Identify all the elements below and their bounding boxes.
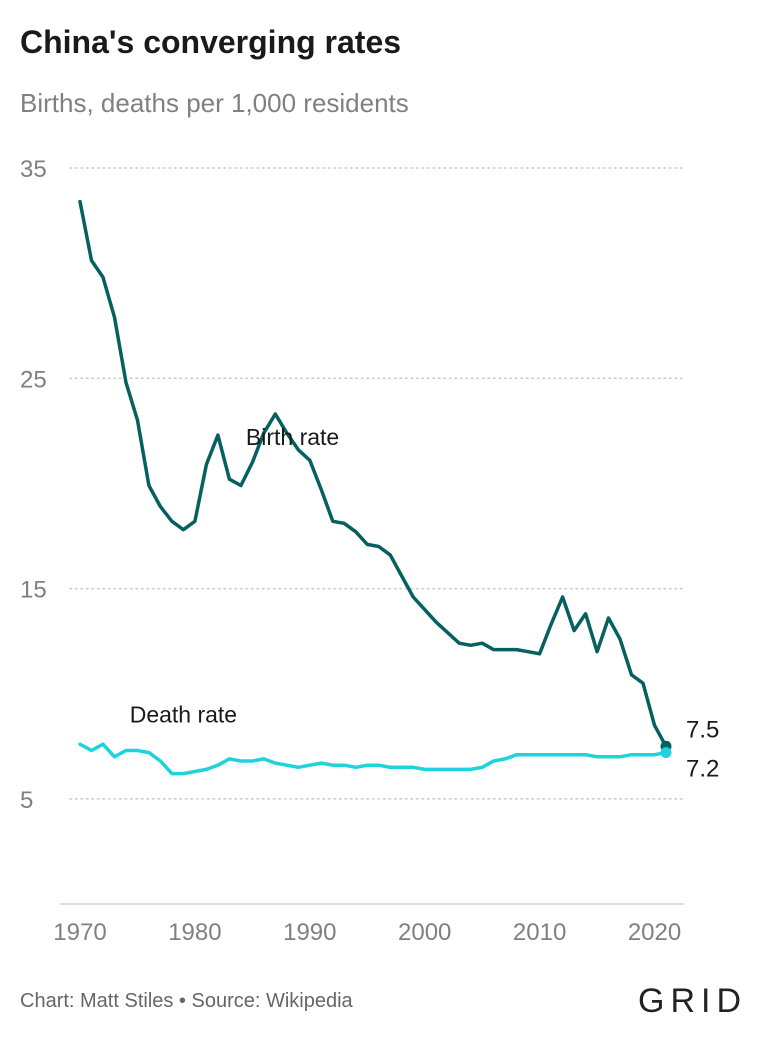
y-axis-ticks: 5 15 25 35 xyxy=(20,156,47,814)
x-tick-label: 1970 xyxy=(53,919,106,946)
series-name-label: Birth rate xyxy=(246,424,339,450)
series-lines xyxy=(78,199,672,776)
series-name-label: Death rate xyxy=(130,702,237,728)
x-axis-ticks: 1970 1980 1990 2000 2010 2020 xyxy=(53,919,681,946)
x-tick-label: 1980 xyxy=(168,919,221,946)
series-end-label: 7.5 xyxy=(686,716,719,743)
gridlines xyxy=(69,167,685,800)
chart-title: China's converging rates xyxy=(20,24,402,60)
series-line xyxy=(78,199,668,749)
source-credit: Chart: Matt Stiles • Source: Wikipedia xyxy=(20,990,353,1012)
series-labels: 7.5 Birth rate 7.2 Death rate xyxy=(130,424,720,782)
series-end-point xyxy=(660,747,672,759)
x-tick-label: 2010 xyxy=(513,919,566,946)
series-end-label: 7.2 xyxy=(686,756,719,783)
y-tick-label: 5 xyxy=(20,787,33,814)
x-tick-label: 1990 xyxy=(283,919,336,946)
x-tick-label: 2000 xyxy=(398,919,451,946)
grid-logo-text: GRID xyxy=(638,982,740,1020)
chart-canvas: 5 15 25 35 1970 1980 1990 2000 2010 2020 7.5 Birt… xyxy=(20,156,720,946)
y-tick-label: 15 xyxy=(20,577,47,604)
chart-subtitle: Births, deaths per 1,000 residents xyxy=(20,88,409,118)
series-line xyxy=(78,742,668,776)
y-tick-label: 35 xyxy=(20,156,47,183)
x-tick-label: 2020 xyxy=(628,919,681,946)
grid-logo: GRID xyxy=(638,982,740,1020)
y-tick-label: 25 xyxy=(20,366,47,393)
